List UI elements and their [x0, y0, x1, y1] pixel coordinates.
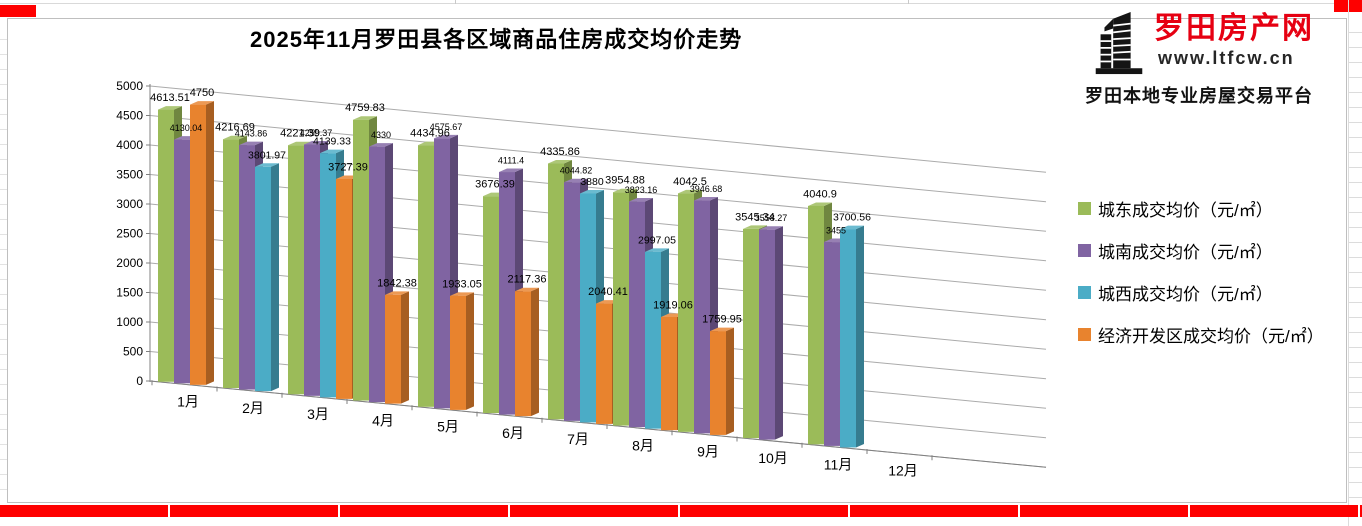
value-label: 3676.39 — [475, 179, 515, 191]
x-axis-line — [149, 380, 1047, 468]
gridline — [149, 115, 1047, 203]
bar-2月-series2 — [255, 163, 279, 392]
x-tick-label: 5月 — [437, 419, 459, 435]
value-label: 3545.34 — [735, 211, 775, 223]
value-label: 4111.4 — [498, 156, 524, 166]
value-label: 3880 — [580, 176, 604, 188]
value-label: 3727.39 — [328, 161, 368, 173]
bar-9月-series3 — [710, 327, 734, 435]
x-tick-label: 12月 — [888, 463, 918, 479]
x-tick-label: 9月 — [697, 444, 719, 460]
sheet-gridlines-left — [0, 25, 7, 495]
legend-label: 经济开发区成交均价（元/㎡） — [1098, 327, 1324, 346]
red-cell-topleft — [0, 5, 36, 17]
x-tick-label: 8月 — [632, 437, 654, 453]
logo-text: 罗田房产网 www.ltfcw.cn — [1154, 12, 1314, 69]
bar-6月-series3 — [515, 287, 539, 417]
chart-legend: 城东成交均价（元/㎡） 城南成交均价（元/㎡） 城西成交均价（元/㎡） 经济开发… — [1078, 196, 1324, 364]
value-label: 4330 — [371, 130, 391, 140]
value-label: 1759.95 — [702, 314, 742, 326]
x-tick-label: 4月 — [372, 412, 394, 428]
value-label: 4216.69 — [215, 122, 255, 134]
gridline — [149, 85, 1047, 173]
bar-1月-series3 — [190, 101, 214, 385]
y-tick-label: 2000 — [116, 256, 143, 270]
value-label: 4044.82 — [560, 166, 593, 176]
value-label: 3801.97 — [248, 149, 286, 161]
y-tick-label: 0 — [136, 374, 143, 388]
bar-5月-series3 — [450, 292, 474, 410]
legend-swatch-chengnan — [1078, 244, 1091, 257]
y-tick-label: 2500 — [116, 227, 143, 241]
legend-label: 城南成交均价（元/㎡） — [1098, 243, 1273, 262]
value-label: 4040.9 — [803, 188, 837, 200]
value-label: 2117.36 — [508, 274, 547, 286]
sheet-gridline-top — [0, 3, 1362, 4]
sheet-gridlines-right — [1349, 18, 1362, 504]
x-tick-label: 10月 — [758, 450, 788, 466]
value-label: 4139.33 — [313, 136, 351, 148]
value-label: 2997.05 — [638, 234, 676, 246]
x-tick-label: 3月 — [307, 406, 329, 422]
value-label: 3946.68 — [690, 184, 723, 194]
value-label: 4221.39 — [280, 128, 320, 140]
value-label: 4335.86 — [540, 146, 580, 158]
value-label: 4575.67 — [430, 122, 463, 132]
legend-item-chengnan: 城南成交均价（元/㎡） — [1078, 238, 1324, 263]
legend-item-chengxi: 城西成交均价（元/㎡） — [1078, 280, 1324, 305]
legend-item-chengdong: 城东成交均价（元/㎡） — [1078, 196, 1324, 221]
y-tick-label: 4000 — [116, 138, 143, 152]
value-label: 4759.83 — [345, 102, 385, 114]
y-tick-label: 1000 — [116, 315, 143, 329]
chart-title: 2025年11月罗田县各区域商品住房成交均价走势 — [250, 27, 743, 52]
y-tick-label: 3000 — [116, 197, 143, 211]
logo-tagline: 罗田本地专业房屋交易平台 — [1085, 86, 1313, 106]
y-tick-label: 4500 — [116, 109, 143, 123]
value-label: 4130.04 — [170, 123, 203, 133]
sheet-column-edge — [1348, 0, 1349, 526]
value-label: 1933.05 — [442, 278, 482, 290]
value-label: 4434.96 — [410, 128, 450, 140]
site-name: 罗田房产网 — [1154, 12, 1314, 45]
x-tick-label: 6月 — [502, 425, 524, 441]
y-tick-label: 500 — [123, 345, 143, 359]
bar-11月-series2 — [840, 225, 864, 448]
y-tick-label: 1500 — [116, 286, 143, 300]
bar-4月-series3 — [385, 291, 409, 404]
value-label: 3700.56 — [833, 212, 871, 224]
legend-swatch-chengxi — [1078, 286, 1091, 299]
value-label: 4613.51 — [150, 92, 190, 104]
x-tick-label: 11月 — [824, 456, 853, 472]
value-label: 3954.88 — [605, 175, 645, 187]
value-label: 3823.16 — [625, 185, 658, 195]
legend-swatch-chengdong — [1078, 202, 1091, 215]
y-tick-label: 3500 — [116, 168, 143, 182]
legend-swatch-jingkaiqu — [1078, 328, 1091, 341]
value-label: 3558.27 — [755, 213, 788, 223]
sheet-column-tick — [908, 0, 909, 4]
value-label: 1919.06 — [653, 299, 693, 311]
building-logo-icon — [1095, 12, 1143, 75]
value-label: 4143.86 — [235, 129, 268, 139]
red-row-band — [0, 505, 1362, 517]
value-label: 4042.5 — [673, 176, 707, 188]
bar-10月-series1 — [759, 226, 783, 440]
x-tick-label: 7月 — [567, 431, 589, 447]
logo-block: 罗田房产网 www.ltfcw.cn — [1092, 12, 1314, 76]
legend-label: 城东成交均价（元/㎡） — [1098, 201, 1273, 220]
x-tick-label: 2月 — [242, 400, 264, 416]
value-label: 3455 — [826, 226, 846, 236]
value-label: 4259.37 — [300, 128, 333, 138]
legend-item-jingkaiqu: 经济开发区成交均价（元/㎡） — [1078, 322, 1324, 347]
value-label: 2040.41 — [588, 286, 628, 298]
y-tick-label: 5000 — [116, 79, 143, 93]
x-tick-label: 1月 — [177, 394, 199, 410]
site-url: www.ltfcw.cn — [1158, 48, 1295, 68]
legend-label: 城西成交均价（元/㎡） — [1098, 285, 1273, 304]
sheet-column-tick — [455, 0, 456, 4]
value-label: 1842.38 — [377, 277, 417, 289]
value-label: 4750 — [190, 87, 214, 99]
